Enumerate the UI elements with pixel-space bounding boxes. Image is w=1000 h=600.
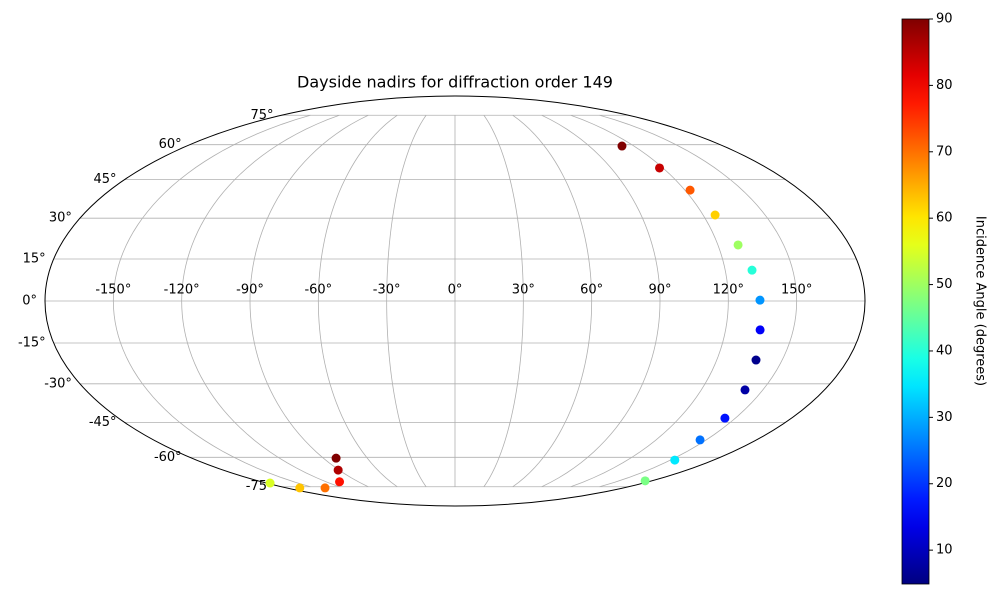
data-point <box>720 413 730 423</box>
y-tick-label: -45° <box>89 415 117 430</box>
colorbar-tick-label: 50 <box>936 277 953 292</box>
grid-line <box>541 114 661 488</box>
grid-line <box>599 114 798 488</box>
data-point <box>751 355 761 365</box>
grid-line <box>386 115 427 487</box>
colorbar-tick-label: 20 <box>936 476 953 491</box>
x-tick-label: -60° <box>304 283 332 298</box>
data-point <box>331 453 341 463</box>
data-point <box>740 385 750 395</box>
x-tick-label: 90° <box>648 283 671 298</box>
colorbar-tick-label: 90 <box>936 12 953 27</box>
y-tick-label: 30° <box>49 211 72 226</box>
x-tick-label: -150° <box>95 283 131 298</box>
x-tick-label: 150° <box>781 283 812 298</box>
y-tick-label: -60° <box>154 450 182 465</box>
grid-line <box>317 114 398 488</box>
data-point <box>333 465 343 475</box>
y-tick-label: -30° <box>44 376 72 391</box>
grid-line <box>249 114 369 488</box>
data-point <box>755 325 765 335</box>
data-point <box>295 483 305 493</box>
x-tick-label: 0° <box>448 283 463 298</box>
x-tick-label: 60° <box>580 283 603 298</box>
data-point <box>755 295 765 305</box>
plot-boundary <box>44 95 866 507</box>
x-tick-label: -30° <box>373 283 401 298</box>
data-point <box>685 185 695 195</box>
colorbar-tick-label: 10 <box>936 543 953 558</box>
colorbar-tick-label: 80 <box>936 78 953 93</box>
data-point <box>320 483 330 493</box>
data-point <box>335 477 345 487</box>
colorbar <box>901 18 930 585</box>
x-tick-label: -120° <box>164 283 200 298</box>
y-tick-label: 15° <box>23 252 46 267</box>
data-point <box>265 478 275 488</box>
x-tick-label: 30° <box>512 283 535 298</box>
data-point <box>617 141 627 151</box>
grid-line <box>181 114 340 488</box>
x-tick-label: -90° <box>236 283 264 298</box>
grid-line <box>112 114 311 488</box>
y-tick-label: 75° <box>250 108 273 123</box>
y-tick-label: 45° <box>94 172 117 187</box>
grid-line <box>483 115 524 487</box>
colorbar-tick-label: 40 <box>936 343 953 358</box>
data-point <box>747 265 757 275</box>
grid-line <box>512 114 593 488</box>
data-point <box>670 455 680 465</box>
data-point <box>655 163 665 173</box>
data-point <box>710 210 720 220</box>
data-point <box>640 476 650 486</box>
y-tick-label: 0° <box>22 294 37 309</box>
colorbar-tick-label: 70 <box>936 144 953 159</box>
colorbar-tick-label: 60 <box>936 211 953 226</box>
y-tick-label: -15° <box>18 335 46 350</box>
chart-title: Dayside nadirs for diffraction order 149 <box>297 73 613 92</box>
x-tick-label: 120° <box>713 283 744 298</box>
y-tick-label: 60° <box>159 137 182 152</box>
data-point <box>695 435 705 445</box>
colorbar-tick-label: 30 <box>936 410 953 425</box>
data-point <box>733 240 743 250</box>
colorbar-label: Incidence Angle (degrees) <box>973 216 988 386</box>
